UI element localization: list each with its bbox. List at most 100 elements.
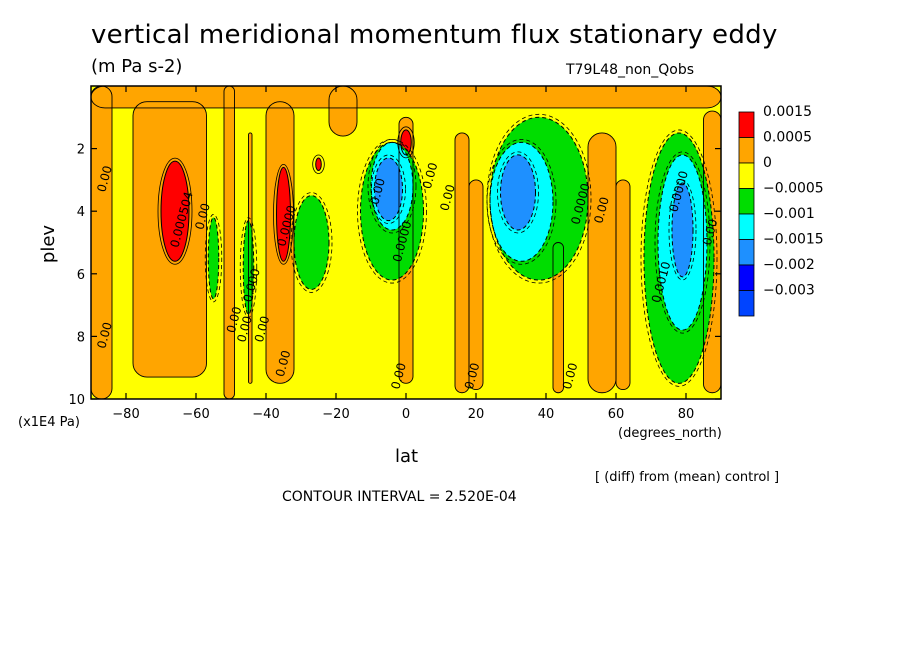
contour-region-15 [668, 179, 697, 281]
x-tick-label-0: −80 [112, 407, 139, 422]
positive-band-0 [91, 86, 112, 399]
contour-label-10: 0.00 [367, 177, 387, 206]
contour-edge-15 [671, 182, 694, 278]
run-label: T79L48_non_Qobs [566, 62, 695, 78]
positive-band-9 [469, 179, 483, 390]
contour-edge-14 [657, 154, 708, 331]
positive-band-11 [588, 132, 616, 393]
positive-band-8 [455, 132, 469, 393]
contour-region-8 [367, 138, 417, 234]
contour-region-10 [486, 113, 592, 284]
contour-label-18: 0.00 [560, 361, 580, 390]
x-tick-label-5: 20 [468, 407, 485, 422]
contour-positive-9 [468, 179, 484, 391]
legend-swatch-2 [738, 162, 755, 189]
region-lightblue-9 [374, 157, 403, 221]
contour-positive-1 [132, 101, 207, 378]
x-tick-label-8: 80 [678, 407, 695, 422]
contour-region-4 [204, 214, 223, 303]
contour-positive-7 [398, 116, 414, 384]
contour-edge-8 [370, 141, 414, 231]
contour-label-14: 0.00 [388, 361, 408, 390]
y-tick-label-4: 10 [68, 393, 85, 408]
y-tick-label-1: 4 [77, 205, 85, 220]
legend-swatch-6 [738, 264, 755, 291]
region-red-1 [276, 167, 291, 262]
legend-label-1: 0.0005 [763, 130, 812, 146]
contour-edge-10 [489, 116, 589, 281]
contour-label-4: 0.00 [224, 305, 244, 334]
x-axis-label: lat [395, 446, 419, 467]
legend-swatch-3 [738, 188, 755, 215]
contour-edge-0 [160, 160, 190, 262]
contour-region-14 [654, 151, 711, 334]
contour-edge-6 [293, 195, 330, 290]
legend-label-7: −0.003 [763, 283, 815, 299]
legend-swatch-1 [738, 137, 755, 164]
colorbar-legend: 0.0015 0.0005 0 −0.0005 −0.001 −0.0015 −0.002 −… [738, 104, 824, 317]
y-tick-label-2: 6 [77, 268, 85, 283]
region-red-0 [161, 161, 189, 262]
contour-edge-7 [360, 141, 424, 281]
contour-positive-6 [328, 86, 358, 137]
contour-region-2 [397, 126, 415, 159]
contour-edge-4 [207, 216, 220, 300]
contour-region-1 [273, 163, 294, 265]
contour-edge-3 [315, 157, 322, 172]
contour-edge-5 [242, 220, 255, 315]
y-axis-units: (x1E4 Pa) [18, 415, 80, 430]
x-tick-label-6: 40 [538, 407, 555, 422]
contour-region-9 [371, 154, 406, 224]
y-tick-label-0: 2 [77, 143, 85, 158]
contour-lines [91, 86, 721, 399]
contour-region-13 [640, 129, 718, 387]
x-tick-label-3: −20 [322, 407, 349, 422]
contour-label-15: 0.00 [462, 361, 482, 390]
region-red-3 [315, 157, 322, 171]
contour-region-5 [239, 217, 258, 318]
x-axis-units: (degrees_north) [618, 426, 722, 441]
positive-band-12 [616, 179, 630, 390]
positive-band-10 [553, 242, 564, 393]
legend-swatch-4 [738, 213, 755, 240]
legend-label-3: −0.0005 [763, 181, 824, 197]
legend-label-0: 0.0015 [763, 104, 812, 120]
contour-positive-10 [552, 242, 564, 394]
contour-label-8: 0.00 [273, 349, 293, 378]
contour-edge-13 [643, 132, 715, 384]
region-lightblue-12 [500, 154, 536, 230]
contour-edge-12 [500, 154, 536, 231]
positive-band-5 [91, 86, 721, 108]
contour-edge-2 [400, 129, 412, 156]
contour-label-1: 0.00 [94, 321, 114, 350]
legend-label-5: −0.0015 [763, 232, 824, 248]
y-axis-label: plev [38, 225, 59, 264]
contour-region-6 [290, 192, 333, 293]
contour-positive-0 [91, 86, 113, 399]
contour-positive-13 [703, 110, 721, 394]
contour-positive-5 [91, 86, 721, 109]
x-tick-label-1: −60 [182, 407, 209, 422]
legend-label-6: −0.002 [763, 257, 815, 273]
contour-edge-11 [489, 141, 554, 262]
legend-label-2: 0 [763, 155, 772, 171]
x-tick-label-2: −40 [252, 407, 279, 422]
difference-note: [ (diff) from (mean) control ] [595, 470, 780, 485]
contour-region-7 [357, 138, 427, 284]
contour-label-7: 0.00 [252, 314, 272, 343]
contour-positive-2 [223, 86, 235, 399]
contour-edge-9 [374, 157, 403, 222]
legend-swatch-0 [738, 111, 755, 138]
contour-label-0: 0.00 [94, 164, 114, 193]
positive-band-2 [224, 86, 235, 399]
contour-positive-12 [615, 179, 631, 391]
legend-swatch-7 [738, 290, 755, 317]
chart-units: (m Pa s-2) [91, 56, 183, 77]
region-green-6 [294, 195, 329, 290]
contour-label-3: 0.00 [192, 202, 212, 231]
contour-label-17: 0.00 [591, 195, 611, 224]
contour-interval: CONTOUR INTERVAL = 2.520E-04 [282, 489, 517, 505]
legend-swatch-5 [738, 239, 755, 266]
